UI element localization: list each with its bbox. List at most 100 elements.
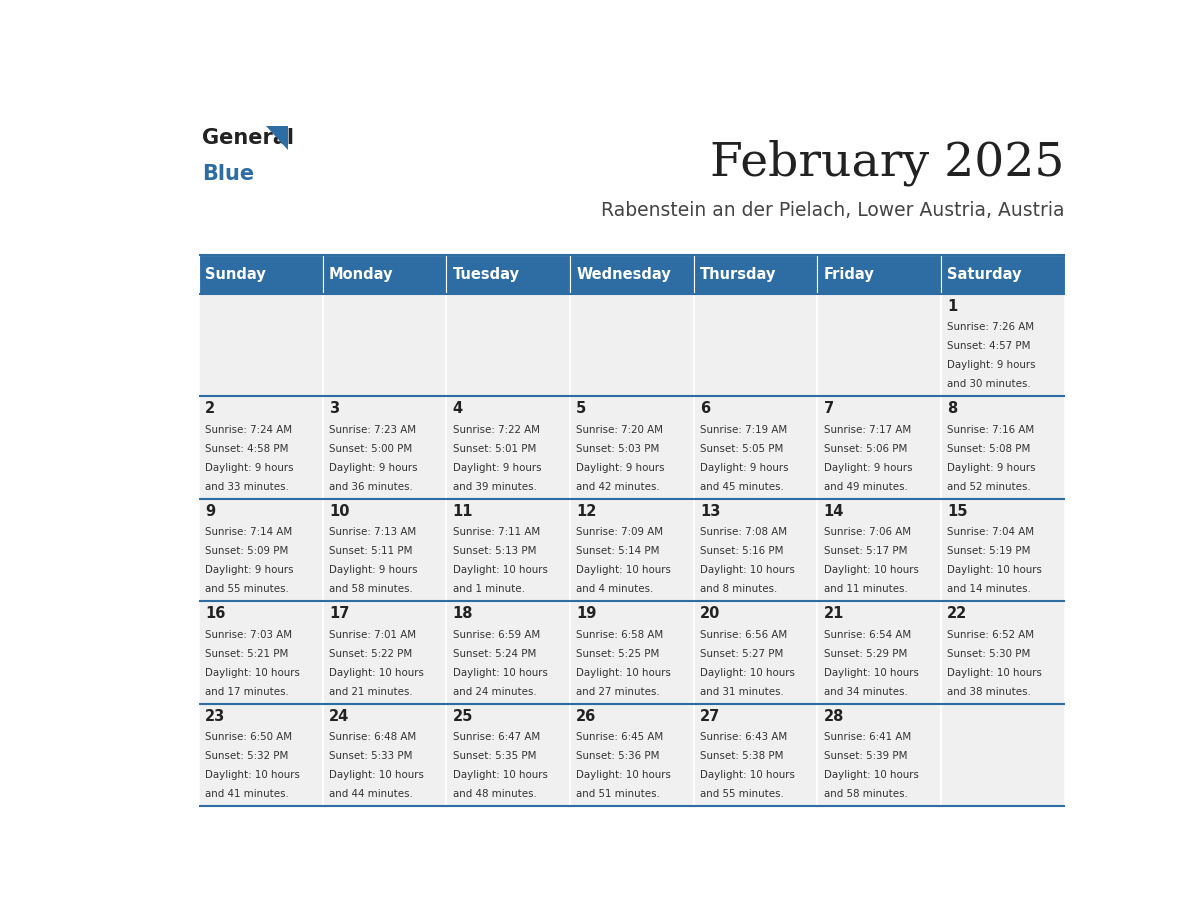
Text: Daylight: 9 hours: Daylight: 9 hours	[206, 463, 293, 473]
Text: Daylight: 10 hours: Daylight: 10 hours	[576, 565, 671, 576]
Text: Daylight: 10 hours: Daylight: 10 hours	[206, 770, 301, 780]
Text: and 27 minutes.: and 27 minutes.	[576, 687, 659, 697]
Text: Sunrise: 6:43 AM: Sunrise: 6:43 AM	[700, 733, 788, 742]
Text: Sunrise: 6:59 AM: Sunrise: 6:59 AM	[453, 630, 539, 640]
Text: Daylight: 9 hours: Daylight: 9 hours	[700, 463, 789, 473]
Text: Monday: Monday	[329, 267, 393, 282]
FancyBboxPatch shape	[817, 397, 941, 498]
Text: and 14 minutes.: and 14 minutes.	[947, 585, 1031, 595]
Text: 22: 22	[947, 607, 967, 621]
Text: 11: 11	[453, 504, 473, 519]
FancyBboxPatch shape	[323, 704, 447, 806]
Text: Sunset: 5:00 PM: Sunset: 5:00 PM	[329, 443, 412, 453]
Text: and 36 minutes.: and 36 minutes.	[329, 482, 412, 492]
Text: Sunrise: 6:56 AM: Sunrise: 6:56 AM	[700, 630, 788, 640]
Text: Sunrise: 7:22 AM: Sunrise: 7:22 AM	[453, 425, 539, 435]
FancyBboxPatch shape	[694, 704, 817, 806]
Text: Daylight: 10 hours: Daylight: 10 hours	[947, 668, 1042, 677]
Text: Sunset: 5:38 PM: Sunset: 5:38 PM	[700, 751, 783, 761]
Text: Daylight: 9 hours: Daylight: 9 hours	[329, 463, 417, 473]
Text: and 1 minute.: and 1 minute.	[453, 585, 524, 595]
Text: and 58 minutes.: and 58 minutes.	[823, 789, 908, 800]
Text: Sunset: 5:03 PM: Sunset: 5:03 PM	[576, 443, 659, 453]
Text: Daylight: 10 hours: Daylight: 10 hours	[576, 668, 671, 677]
Text: Sunset: 5:35 PM: Sunset: 5:35 PM	[453, 751, 536, 761]
Text: and 58 minutes.: and 58 minutes.	[329, 585, 412, 595]
FancyBboxPatch shape	[323, 498, 447, 601]
FancyBboxPatch shape	[447, 498, 570, 601]
Text: and 52 minutes.: and 52 minutes.	[947, 482, 1031, 492]
Text: 25: 25	[453, 709, 473, 724]
Text: Sunset: 5:19 PM: Sunset: 5:19 PM	[947, 546, 1031, 556]
Text: Daylight: 10 hours: Daylight: 10 hours	[823, 668, 918, 677]
Text: 17: 17	[329, 607, 349, 621]
Text: Sunrise: 7:06 AM: Sunrise: 7:06 AM	[823, 527, 911, 537]
Text: Sunset: 5:17 PM: Sunset: 5:17 PM	[823, 546, 906, 556]
Text: Sunset: 5:33 PM: Sunset: 5:33 PM	[329, 751, 412, 761]
FancyBboxPatch shape	[570, 498, 694, 601]
Text: 19: 19	[576, 607, 596, 621]
Text: Sunset: 5:13 PM: Sunset: 5:13 PM	[453, 546, 536, 556]
FancyBboxPatch shape	[200, 255, 323, 294]
Text: Sunset: 5:25 PM: Sunset: 5:25 PM	[576, 649, 659, 659]
Text: 5: 5	[576, 401, 587, 417]
Text: Daylight: 9 hours: Daylight: 9 hours	[329, 565, 417, 576]
Text: Daylight: 10 hours: Daylight: 10 hours	[700, 668, 795, 677]
Text: Sunrise: 7:04 AM: Sunrise: 7:04 AM	[947, 527, 1035, 537]
FancyBboxPatch shape	[200, 704, 323, 806]
FancyBboxPatch shape	[817, 255, 941, 294]
Text: Sunrise: 6:54 AM: Sunrise: 6:54 AM	[823, 630, 911, 640]
Text: and 21 minutes.: and 21 minutes.	[329, 687, 412, 697]
Text: Rabenstein an der Pielach, Lower Austria, Austria: Rabenstein an der Pielach, Lower Austria…	[601, 201, 1064, 220]
FancyBboxPatch shape	[447, 601, 570, 704]
Text: Sunrise: 7:08 AM: Sunrise: 7:08 AM	[700, 527, 786, 537]
FancyBboxPatch shape	[200, 601, 323, 704]
FancyBboxPatch shape	[200, 294, 323, 397]
Text: Daylight: 10 hours: Daylight: 10 hours	[206, 668, 301, 677]
Text: Sunset: 5:24 PM: Sunset: 5:24 PM	[453, 649, 536, 659]
Text: 6: 6	[700, 401, 710, 417]
Text: and 11 minutes.: and 11 minutes.	[823, 585, 908, 595]
Text: and 45 minutes.: and 45 minutes.	[700, 482, 784, 492]
Text: Sunrise: 6:45 AM: Sunrise: 6:45 AM	[576, 733, 663, 742]
FancyBboxPatch shape	[941, 601, 1064, 704]
Text: Daylight: 10 hours: Daylight: 10 hours	[453, 668, 548, 677]
FancyBboxPatch shape	[200, 397, 323, 498]
Text: Daylight: 10 hours: Daylight: 10 hours	[453, 565, 548, 576]
Text: 26: 26	[576, 709, 596, 724]
Text: Sunset: 5:22 PM: Sunset: 5:22 PM	[329, 649, 412, 659]
Text: Sunrise: 7:09 AM: Sunrise: 7:09 AM	[576, 527, 663, 537]
Text: and 38 minutes.: and 38 minutes.	[947, 687, 1031, 697]
FancyBboxPatch shape	[570, 294, 694, 397]
Text: Daylight: 10 hours: Daylight: 10 hours	[453, 770, 548, 780]
FancyBboxPatch shape	[694, 294, 817, 397]
Text: Daylight: 10 hours: Daylight: 10 hours	[700, 565, 795, 576]
Text: Sunrise: 7:17 AM: Sunrise: 7:17 AM	[823, 425, 911, 435]
Text: and 17 minutes.: and 17 minutes.	[206, 687, 289, 697]
Text: Sunrise: 7:26 AM: Sunrise: 7:26 AM	[947, 322, 1035, 332]
Text: Daylight: 9 hours: Daylight: 9 hours	[947, 361, 1036, 370]
Text: Daylight: 9 hours: Daylight: 9 hours	[576, 463, 665, 473]
FancyBboxPatch shape	[323, 397, 447, 498]
Text: Sunday: Sunday	[206, 267, 266, 282]
Text: and 31 minutes.: and 31 minutes.	[700, 687, 784, 697]
FancyBboxPatch shape	[323, 294, 447, 397]
Text: Sunset: 5:30 PM: Sunset: 5:30 PM	[947, 649, 1030, 659]
Text: February 2025: February 2025	[710, 140, 1064, 186]
Text: Daylight: 10 hours: Daylight: 10 hours	[823, 770, 918, 780]
Text: Sunrise: 7:23 AM: Sunrise: 7:23 AM	[329, 425, 416, 435]
FancyBboxPatch shape	[447, 255, 570, 294]
Text: Sunset: 5:21 PM: Sunset: 5:21 PM	[206, 649, 289, 659]
Text: Sunset: 5:05 PM: Sunset: 5:05 PM	[700, 443, 783, 453]
Text: and 41 minutes.: and 41 minutes.	[206, 789, 289, 800]
FancyBboxPatch shape	[694, 498, 817, 601]
Text: Sunrise: 7:13 AM: Sunrise: 7:13 AM	[329, 527, 416, 537]
Text: and 30 minutes.: and 30 minutes.	[947, 379, 1031, 389]
Text: and 44 minutes.: and 44 minutes.	[329, 789, 412, 800]
Text: Sunrise: 6:52 AM: Sunrise: 6:52 AM	[947, 630, 1035, 640]
Text: Sunset: 5:06 PM: Sunset: 5:06 PM	[823, 443, 906, 453]
Text: Sunrise: 7:11 AM: Sunrise: 7:11 AM	[453, 527, 539, 537]
Text: Sunset: 5:08 PM: Sunset: 5:08 PM	[947, 443, 1030, 453]
Text: 23: 23	[206, 709, 226, 724]
FancyBboxPatch shape	[694, 255, 817, 294]
